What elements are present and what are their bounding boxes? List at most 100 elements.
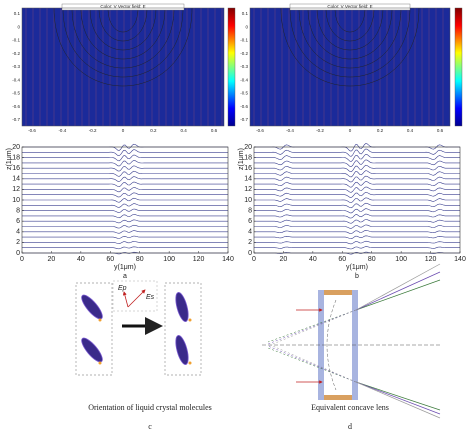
heatmap-title: Color: V Vector field: E [327,4,372,9]
virtual-ray [267,343,357,383]
y-tick-label: -0.3 [12,64,20,69]
y-tick-label: 18 [12,154,20,161]
x-tick-label: -0.6 [256,128,264,133]
director-line [22,170,228,177]
x-tick-label: 0 [20,256,24,263]
director-line [22,208,228,213]
y-tick-label: 0 [16,250,20,257]
x-tick-label: 60 [338,256,346,263]
y-tick-label: 0 [248,250,252,257]
director-line [22,165,228,172]
virtual-ray [267,347,357,383]
y-tick-label: 20 [244,144,252,151]
panel-label: c [148,422,152,431]
director-line [22,235,228,239]
es-vector [127,289,146,308]
director-line [22,149,228,157]
y-tick-label: -0.7 [240,117,248,122]
lens-left [318,290,324,400]
virtual-ray [267,309,357,347]
heatmap-title: Color: V Vector field: E [100,4,145,9]
contour [334,8,366,33]
lens-bottom [324,395,352,400]
x-tick-label: 80 [368,256,376,263]
lc-molecule [81,294,103,320]
hot-region [75,8,171,126]
y-tick-label: 8 [16,207,20,214]
out-ray [355,263,441,311]
director-line [254,235,460,240]
out-ray [355,381,441,411]
x-tick-label: 20 [48,256,56,263]
director-line [22,181,228,188]
y-tick-label: 0.1 [14,11,21,16]
director-line [22,187,228,193]
director-line [22,214,228,219]
y-tick-label: 18 [244,154,252,161]
dot [98,318,102,322]
y-tick-label: 2 [248,239,252,246]
panel-label: b [355,273,359,280]
y-tick-label: 6 [16,218,20,225]
y-tick-label: 10 [244,197,252,204]
director-line [254,208,460,214]
director-line [254,191,460,198]
director-line [22,230,228,234]
x-tick-label: -0.2 [89,128,97,133]
director-line [22,192,228,198]
director-line [254,246,460,250]
es-label: Es [146,294,155,301]
director-line [254,186,460,193]
caption: Equivalent concave lens [311,403,389,412]
director-line [22,219,228,224]
director-line [254,202,460,209]
y-tick-label: -0.5 [240,91,248,96]
out-ray [355,381,441,419]
y-tick-label: 14 [12,176,20,183]
director-line [254,213,460,219]
title-box [289,3,411,11]
director-line [254,148,460,157]
y-tick-label: 8 [248,207,252,214]
x-tick-label: 140 [222,256,234,263]
x-tick-label: 0.4 [407,128,414,133]
director-line [22,143,228,151]
dashed-box [164,282,202,376]
x-tick-label: 0.2 [150,128,157,133]
ep-label: Ep [118,285,127,292]
contour [80,8,166,60]
y-tick-label: -0.6 [12,104,20,109]
panel-label: d [348,422,352,431]
y-tick-label: -0.6 [240,104,248,109]
y-tick-label: -0.5 [12,91,20,96]
colorbar [227,7,236,127]
director-line [254,181,460,188]
director-line [254,170,460,178]
y-tick-label: -0.7 [12,117,20,122]
x-tick-label: 0 [349,128,352,133]
caption: Orientation of liquid crystal molecules [88,403,212,412]
colorbar [454,7,463,127]
x-tick-label: 100 [163,256,175,263]
x-tick-label: 40 [309,256,317,263]
y-tick-label: 6 [248,218,252,225]
y-tick-label: -0.3 [240,64,248,69]
x-axis-label: y(1μm) [346,264,368,271]
x-tick-label: 40 [77,256,85,263]
x-tick-label: 120 [425,256,437,263]
title-box [61,3,185,11]
x-axis-label: y(1μm) [114,264,136,271]
x-tick-label: 120 [193,256,205,263]
y-tick-label: 12 [244,186,252,193]
y-tick-label: 16 [12,165,20,172]
y-tick-label: -0.4 [240,77,248,82]
director-line [22,224,228,229]
director-line [22,176,228,182]
y-tick-label: -0.4 [12,77,20,82]
y-tick-label: -0.1 [12,38,20,43]
x-tick-label: 0 [122,128,125,133]
director-line [254,197,460,204]
panel-label: a [123,273,127,280]
x-tick-label: 100 [395,256,407,263]
